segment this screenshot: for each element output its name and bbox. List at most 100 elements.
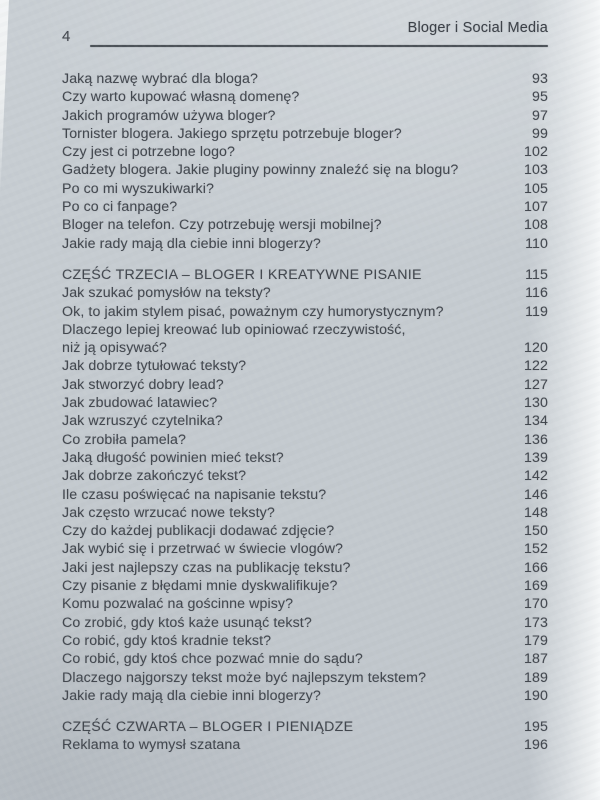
toc-entry-page-number: 102 [524,144,548,161]
header-rule [90,45,548,47]
toc-entry-page-number: 150 [524,523,548,540]
toc-entry-title: Po co ci fanpage? [62,199,178,216]
toc-entry-title: Jak zbudować latawiec? [62,395,218,412]
toc-entry: Co zrobiła pamela? 136 [62,431,548,449]
toc-entry-title: Jakie rady mają dla ciebie inni blogerzy… [62,687,321,704]
toc-entry-page-number: 122 [524,358,548,375]
toc-entry-page-number: 196 [524,737,548,754]
toc-entry-page-number: 173 [524,614,548,631]
toc-entry-title: Jak często wrzucać nowe teksty? [62,504,275,521]
toc-entry-title: Reklama to wymysł szatana [62,737,241,754]
toc-entry-title: Co zrobiła pamela? [62,431,187,448]
page-number: 4 [62,28,71,45]
running-title: Bloger i Social Media [407,20,548,36]
toc-entry-title: Ile czasu poświęcać na napisanie tekstu? [62,486,327,503]
toc-entry-page-number: 190 [524,687,548,704]
toc-entry-title: Czy pisanie z błędami mnie dyskwalifikuj… [62,578,338,595]
toc-entry: Czy jest ci potrzebne logo? 102 [62,143,548,161]
toc-entry: Jakie rady mają dla ciebie inni blogerzy… [62,687,548,705]
toc-entry-page-number: 130 [524,395,548,412]
toc-entry: Komu pozwalać na gościnne wpisy? 170 [62,595,548,613]
toc-entry-title: Jak stworzyć dobry lead? [62,376,224,393]
toc-entry-title: Czy do każdej publikacji dodawać zdjęcie… [62,523,335,540]
toc-entry: Jaką długość powinien mieć tekst? 139 [62,449,548,467]
toc-entry: Gadżety blogera. Jakie pluginy powinny z… [62,161,548,179]
toc-entry-title: Jak wybić się i przetrwać w świecie vlog… [62,541,344,558]
toc-entry-page-number: 93 [532,71,548,87]
toc-entry-page-number: 152 [524,541,548,558]
toc-entry-title: Jak dobrze tytułować teksty? [62,358,247,375]
toc-entry: Co robić, gdy ktoś kradnie tekst? 179 [62,632,548,650]
toc-entry: Po co mi wyszukiwarki? 105 [62,180,548,198]
toc-entry: Czy do każdej publikacji dodawać zdjęcie… [62,522,548,540]
toc-entry-page-number: 142 [524,468,548,485]
toc-entry-page-number: 105 [524,180,548,197]
toc-entry-title: Ok, to jakim stylem pisać, poważnym czy … [62,303,444,320]
toc-entry: Jak wzruszyć czytelnika? 134 [62,412,548,430]
toc-entry-title: Dlaczego lepiej kreować lub opiniować rz… [62,321,406,357]
toc-entry-page-number: 110 [525,235,548,252]
toc-entry: Jaką nazwę wybrać dla bloga? 93 [62,70,548,88]
toc-entry-page-number: 189 [524,669,548,686]
background-sliver [0,0,9,200]
toc-entry-page-number: 166 [524,559,548,576]
toc-entry: Co zrobić, gdy ktoś każe usunąć tekst? 1… [62,614,548,632]
toc-entry: Po co ci fanpage? 107 [62,198,548,216]
toc-section-page-number: 195 [524,719,548,736]
toc-entry-page-number: 187 [524,651,548,668]
toc-entry-title: Jak szukać pomysłów na teksty? [62,285,271,302]
toc-entry-title: Co robić, gdy ktoś chce pozwać mnie do s… [62,651,363,668]
toc-entry: Tornister blogera. Jakiego sprzętu potrz… [62,125,548,143]
toc-entry: Jak wybić się i przetrwać w świecie vlog… [62,540,548,558]
toc-entry-page-number: 148 [524,504,548,521]
toc-entry-page-number: 103 [524,162,548,179]
toc-entry-title: Co zrobić, gdy ktoś każe usunąć tekst? [62,614,312,631]
toc-entry-title: Jak wzruszyć czytelnika? [62,413,223,430]
toc-entry: Jak dobrze tytułować teksty? 122 [62,357,548,375]
toc-entry-page-number: 146 [524,486,548,503]
toc-entry: Jak szukać pomysłów na teksty? 116 [62,284,548,302]
toc-entry-title: Jakie rady mają dla ciebie inni blogerzy… [62,235,321,252]
toc-entry-title: Co robić, gdy ktoś kradnie tekst? [62,632,272,649]
toc-group: CZĘŚĆ TRZECIA – BLOGER I KREATYWNE PISAN… [62,266,548,705]
toc-entry-page-number: 170 [524,596,548,613]
toc-entry: Jak zbudować latawiec? 130 [62,394,548,412]
toc-entry-title: Komu pozwalać na gościnne wpisy? [62,596,294,613]
toc-entry-page-number: 120 [524,340,548,357]
toc-entry-page-number: 108 [524,217,548,234]
toc-section-page-number: 115 [525,266,548,283]
toc-entry-title: Czy warto kupować własną domenę? [62,89,300,106]
toc-entry: Dlaczego lepiej kreować lub opiniować rz… [62,321,548,358]
toc-entry-page-number: 169 [524,578,548,595]
toc-entry-page-number: 97 [532,107,548,124]
toc-entry-title: Jaki jest najlepszy czas na publikację t… [62,559,351,576]
toc-entry-title: Czy jest ci potrzebne logo? [62,144,236,161]
toc-entry: Jak często wrzucać nowe teksty? 148 [62,504,548,522]
toc-entry: Czy warto kupować własną domenę? 95 [62,88,548,106]
toc-entry-title: Jaką nazwę wybrać dla bloga? [62,71,259,87]
toc-entry: Czy pisanie z błędami mnie dyskwalifikuj… [62,577,548,595]
toc-entry: Jak dobrze zakończyć tekst? 142 [62,467,548,485]
toc-entry-title: Dlaczego najgorszy tekst może być najlep… [62,669,427,686]
toc-entry-page-number: 139 [524,449,548,466]
toc-entry-title: Bloger na telefon. Czy potrzebuję wersji… [62,217,382,234]
toc-entry-title: Po co mi wyszukiwarki? [62,180,214,197]
toc-section-heading: CZĘŚĆ CZWARTA – BLOGER I PIENIĄDZE 195 [62,718,548,736]
toc-entry-title: Jakich programów używa bloger? [62,107,276,124]
toc-entry: Ok, to jakim stylem pisać, poważnym czy … [62,303,548,321]
toc-entry: Ile czasu poświęcać na napisanie tekstu?… [62,486,548,504]
toc-entry-title: Jaką długość powinien mieć tekst? [62,449,284,466]
toc-entry-page-number: 99 [532,125,548,142]
toc-entry-page-number: 136 [524,431,548,448]
table-of-contents: Jaką nazwę wybrać dla bloga? 93 Czy wart… [62,70,548,755]
toc-section-heading: CZĘŚĆ TRZECIA – BLOGER I KREATYWNE PISAN… [62,266,548,284]
toc-entry: Jakich programów używa bloger? 97 [62,107,548,125]
toc-entry-title: Jak dobrze zakończyć tekst? [62,468,247,485]
toc-entry: Reklama to wymysł szatana 196 [62,736,548,754]
toc-section-title: CZĘŚĆ CZWARTA – BLOGER I PIENIĄDZE [62,719,354,736]
toc-section-title: CZĘŚĆ TRZECIA – BLOGER I KREATYWNE PISAN… [62,266,422,283]
toc-group: CZĘŚĆ CZWARTA – BLOGER I PIENIĄDZE 195 R… [62,718,548,755]
toc-entry-page-number: 127 [524,376,548,393]
toc-entry-page-number: 116 [525,285,548,302]
